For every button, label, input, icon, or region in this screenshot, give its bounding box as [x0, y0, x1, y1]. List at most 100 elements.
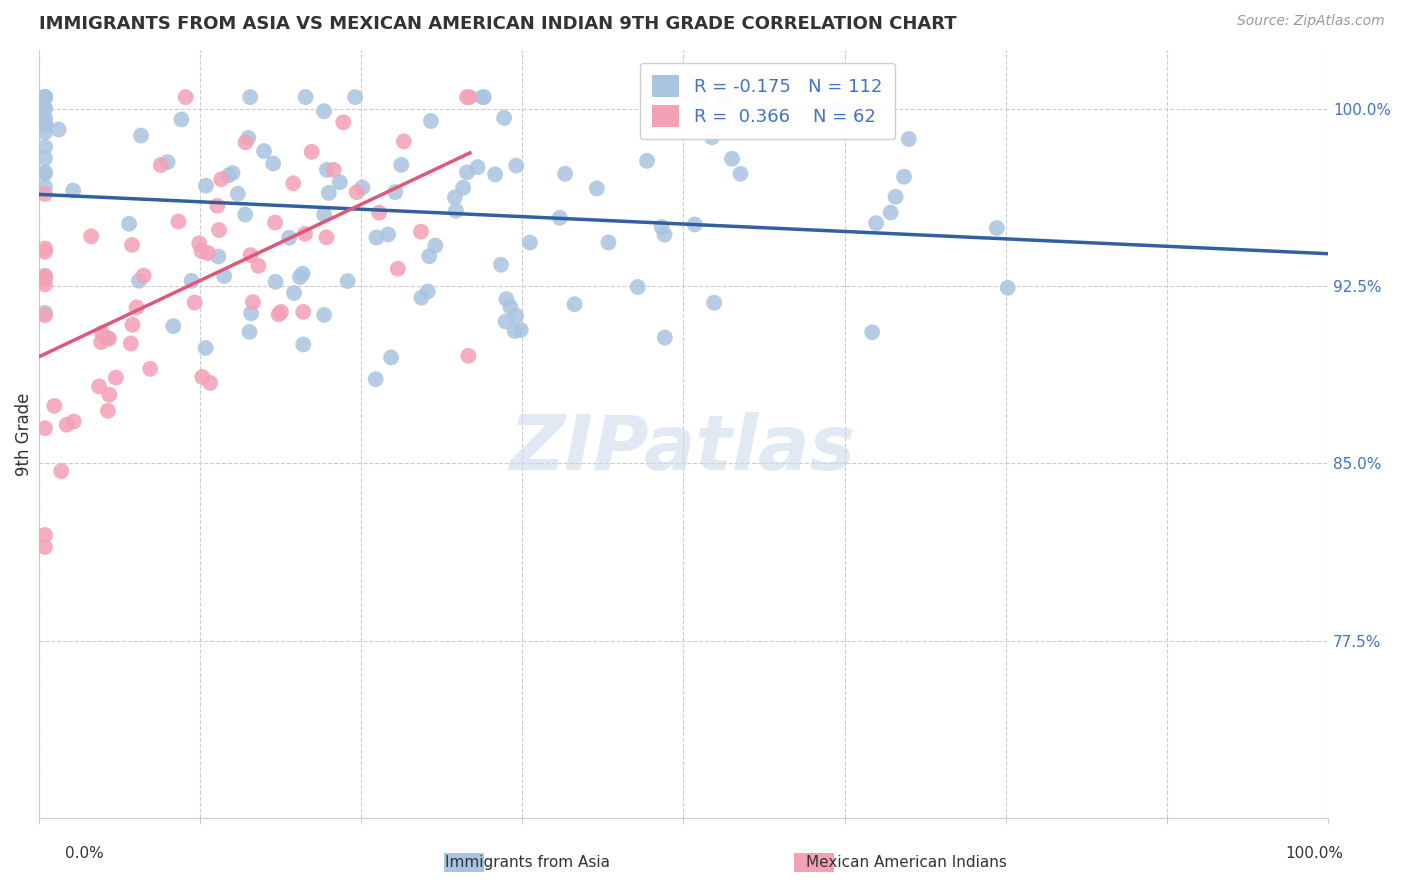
- Point: [380, 351, 402, 365]
- Point: [209, 172, 232, 186]
- Point: [312, 104, 335, 119]
- Point: [456, 90, 478, 104]
- Point: [509, 323, 531, 337]
- Point: [120, 336, 142, 351]
- Point: [34, 165, 56, 179]
- Point: [627, 280, 650, 294]
- Point: [467, 160, 489, 174]
- Point: [418, 249, 440, 263]
- Point: [879, 205, 901, 219]
- Point: [332, 115, 354, 129]
- Point: [700, 130, 723, 145]
- Point: [598, 235, 620, 250]
- Point: [34, 117, 56, 131]
- Point: [34, 269, 56, 284]
- Point: [651, 219, 673, 234]
- Point: [34, 116, 56, 130]
- Point: [239, 90, 262, 104]
- Point: [55, 417, 77, 432]
- Point: [344, 90, 367, 104]
- Point: [730, 167, 752, 181]
- Point: [411, 291, 433, 305]
- Point: [499, 300, 522, 314]
- Legend: R = -0.175   N = 112, R =  0.366    N = 62: R = -0.175 N = 112, R = 0.366 N = 62: [640, 62, 894, 139]
- Point: [242, 295, 264, 310]
- Point: [471, 90, 494, 104]
- Point: [80, 229, 103, 244]
- Point: [125, 301, 148, 315]
- Point: [315, 230, 337, 244]
- Point: [489, 258, 512, 272]
- Y-axis label: 9th Grade: 9th Grade: [15, 392, 32, 475]
- Point: [291, 267, 314, 281]
- Point: [318, 186, 340, 200]
- Point: [48, 122, 70, 136]
- Point: [34, 180, 56, 194]
- Point: [505, 159, 527, 173]
- Point: [91, 326, 114, 340]
- Point: [292, 337, 315, 351]
- Point: [247, 259, 270, 273]
- Point: [444, 203, 467, 218]
- Point: [190, 244, 212, 259]
- Point: [34, 540, 56, 554]
- Point: [87, 379, 110, 393]
- Point: [121, 318, 143, 332]
- Point: [997, 281, 1019, 295]
- Point: [283, 176, 305, 190]
- Point: [703, 295, 725, 310]
- Point: [564, 297, 586, 311]
- Point: [654, 330, 676, 344]
- Point: [484, 167, 506, 181]
- Point: [238, 131, 260, 145]
- Point: [392, 134, 415, 148]
- Point: [118, 217, 141, 231]
- Point: [34, 306, 56, 320]
- Point: [322, 162, 344, 177]
- Point: [519, 235, 541, 250]
- Point: [218, 169, 240, 183]
- Point: [34, 90, 56, 104]
- Point: [34, 101, 56, 115]
- Point: [212, 268, 235, 283]
- Point: [288, 270, 311, 285]
- Point: [34, 308, 56, 322]
- Point: [636, 153, 658, 168]
- Point: [860, 325, 883, 339]
- Point: [548, 211, 571, 225]
- Point: [387, 261, 409, 276]
- Point: [34, 242, 56, 256]
- Point: [503, 324, 526, 338]
- Point: [238, 325, 260, 339]
- Point: [389, 158, 412, 172]
- Point: [893, 169, 915, 184]
- Point: [128, 274, 150, 288]
- Point: [132, 268, 155, 283]
- Point: [456, 165, 478, 179]
- Text: 100.0%: 100.0%: [1285, 847, 1344, 861]
- Point: [409, 225, 432, 239]
- Point: [34, 111, 56, 125]
- Point: [346, 185, 368, 199]
- Point: [51, 464, 73, 478]
- Point: [294, 90, 316, 104]
- Point: [191, 370, 214, 384]
- Point: [180, 274, 202, 288]
- Point: [585, 181, 607, 195]
- Point: [226, 186, 249, 201]
- Point: [34, 271, 56, 285]
- Text: Source: ZipAtlas.com: Source: ZipAtlas.com: [1237, 14, 1385, 28]
- Point: [170, 112, 193, 127]
- Point: [384, 185, 406, 199]
- Point: [34, 90, 56, 104]
- Point: [315, 162, 337, 177]
- Point: [90, 335, 112, 350]
- Point: [240, 306, 263, 320]
- Point: [34, 166, 56, 180]
- Point: [162, 319, 184, 334]
- Point: [314, 208, 336, 222]
- Point: [494, 111, 516, 125]
- Point: [156, 155, 179, 169]
- Point: [44, 399, 66, 413]
- Point: [34, 244, 56, 259]
